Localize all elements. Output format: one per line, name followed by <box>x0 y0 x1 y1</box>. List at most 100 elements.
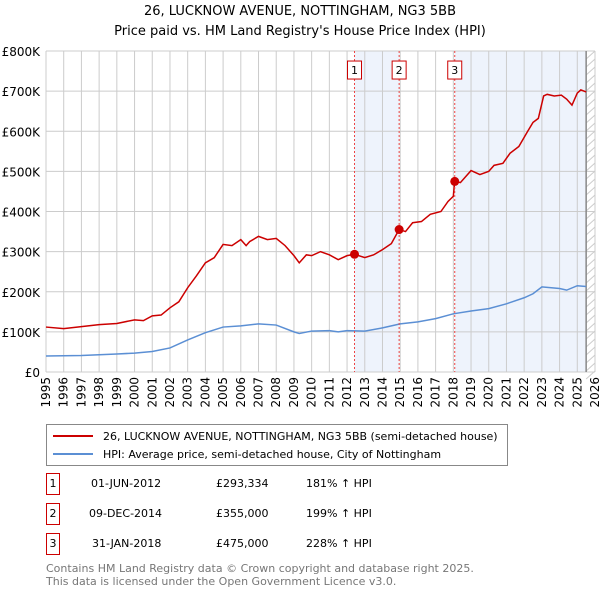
x-tick-label: 2010 <box>305 377 319 408</box>
hatch-line <box>585 58 596 68</box>
sale-label-box <box>447 60 463 80</box>
legend: 26, LUCKNOW AVENUE, NOTTINGHAM, NG3 5BB … <box>46 424 508 466</box>
sale-label: 1 <box>351 64 358 77</box>
sale-label: 3 <box>451 64 458 77</box>
hatch-line <box>585 74 596 84</box>
sale-row: 1 01-JUN-2012 £293,334 181% ↑ HPI <box>46 473 546 495</box>
hatch-line <box>585 154 596 164</box>
sale-label: 2 <box>396 64 403 77</box>
hatch-line <box>585 322 596 332</box>
x-tick-label: 2020 <box>482 377 496 408</box>
hatch-line <box>585 266 596 276</box>
hatch-line <box>585 170 596 180</box>
x-tick-label: 2022 <box>517 377 531 408</box>
x-tick-label: 2008 <box>269 377 283 408</box>
hatch-line <box>585 362 596 372</box>
x-tick-label: 1996 <box>57 377 71 408</box>
hatch-line <box>585 122 596 132</box>
sale-marker-box: 3 <box>46 533 60 555</box>
x-tick-label: 2001 <box>145 377 159 408</box>
hatch-line <box>585 178 596 188</box>
hatch-line <box>585 138 596 148</box>
footer-copyright: Contains HM Land Registry data © Crown c… <box>46 562 474 575</box>
hatch-line <box>585 226 596 236</box>
hatch-line <box>585 114 596 124</box>
property-price-line <box>45 89 587 330</box>
hatch-line <box>585 106 596 116</box>
sale-row: 2 09-DEC-2014 £355,000 199% ↑ HPI <box>46 503 546 525</box>
hatch-line <box>585 90 596 100</box>
x-tick-label: 2007 <box>252 377 266 408</box>
sale-point <box>394 225 404 235</box>
hatch-line <box>585 162 596 172</box>
x-tick-label: 2011 <box>322 377 336 408</box>
sale-hpi: 181% ↑ HPI <box>306 477 372 490</box>
x-tick-label: 2025 <box>570 377 584 408</box>
hatch-line <box>585 242 596 252</box>
sale-row: 3 31-JAN-2018 £475,000 228% ↑ HPI <box>46 533 546 555</box>
sale-label-box <box>391 60 407 80</box>
chart-subtitle: Price paid vs. HM Land Registry's House … <box>114 24 486 39</box>
y-tick-label: £400K <box>2 206 42 220</box>
hatch-line <box>585 298 596 308</box>
y-tick-label: £100K <box>2 326 42 340</box>
x-tick-label: 1998 <box>92 377 106 408</box>
x-tick-label: 2004 <box>198 377 212 408</box>
hatch-line <box>585 354 596 364</box>
sale-point <box>350 249 360 259</box>
hatch-line <box>585 194 596 204</box>
x-tick-label: 2017 <box>429 377 443 408</box>
hatch-line <box>585 82 596 92</box>
sale-date: 31-JAN-2018 <box>92 537 162 550</box>
hatch-line <box>585 146 596 156</box>
hpi-line <box>45 284 587 357</box>
sale-marker-box: 1 <box>46 473 60 495</box>
legend-swatch-red <box>53 435 93 437</box>
x-tick-label: 2006 <box>234 377 248 408</box>
y-tick-label: £200K <box>2 286 42 300</box>
legend-label: 26, LUCKNOW AVENUE, NOTTINGHAM, NG3 5BB … <box>103 429 498 443</box>
hatch-line <box>585 50 596 60</box>
sale-date: 09-DEC-2014 <box>89 507 163 520</box>
x-tick-label: 2013 <box>358 377 372 408</box>
sale-price: £293,334 <box>216 477 269 490</box>
sale-price: £355,000 <box>216 507 269 520</box>
price-chart: 26, LUCKNOW AVENUE, NOTTINGHAM, NG3 5BB … <box>2 4 600 408</box>
hatch-line <box>585 290 596 300</box>
y-tick-label: £500K <box>2 165 42 179</box>
x-tick-label: 2024 <box>553 377 567 408</box>
hatch-line <box>585 282 596 292</box>
legend-item-hpi: HPI: Average price, semi-detached house,… <box>53 446 441 462</box>
sale-hpi: 228% ↑ HPI <box>306 537 372 550</box>
x-tick-label: 1999 <box>110 377 124 408</box>
sale-date: 01-JUN-2012 <box>91 477 162 490</box>
y-tick-label: £300K <box>2 246 42 260</box>
x-tick-label: 2005 <box>216 377 230 408</box>
hatch-line <box>585 202 596 212</box>
chart-title: 26, LUCKNOW AVENUE, NOTTINGHAM, NG3 5BB <box>144 4 456 19</box>
x-tick-label: 2002 <box>163 377 177 408</box>
footer-licence: This data is licensed under the Open Gov… <box>46 575 397 588</box>
hatch-line <box>585 130 596 140</box>
x-tick-label: 1995 <box>39 377 53 408</box>
sale-marker-box: 2 <box>46 503 60 525</box>
x-tick-label: 2015 <box>393 377 407 408</box>
hatch-line <box>585 250 596 260</box>
sale-price: £475,000 <box>216 537 269 550</box>
x-tick-label: 2026 <box>588 377 600 408</box>
y-tick-label: £700K <box>2 85 42 99</box>
hatch-line <box>585 258 596 268</box>
y-tick-label: £800K <box>2 45 42 59</box>
y-tick-label: £600K <box>2 125 42 139</box>
hatch-line <box>585 338 596 348</box>
x-tick-label: 2012 <box>340 377 354 408</box>
sale-label-box <box>347 60 363 80</box>
hatch-line <box>585 66 596 76</box>
hatch-line <box>585 234 596 244</box>
x-tick-label: 2003 <box>181 377 195 408</box>
x-tick-label: 2016 <box>411 377 425 408</box>
hatch-line <box>585 274 596 284</box>
sale-point <box>450 176 460 186</box>
sale-hpi: 199% ↑ HPI <box>306 507 372 520</box>
